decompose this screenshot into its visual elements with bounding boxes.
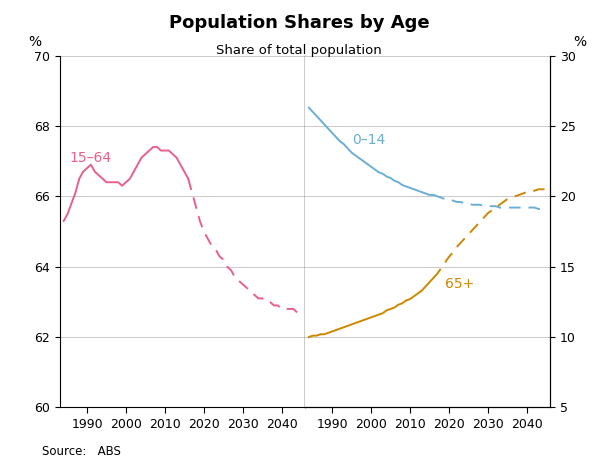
Text: Source:   ABS: Source: ABS <box>42 445 121 458</box>
Text: 15–64: 15–64 <box>69 150 112 165</box>
Text: Share of total population: Share of total population <box>216 44 382 57</box>
Text: %: % <box>29 35 42 49</box>
Text: 65+: 65+ <box>445 276 474 291</box>
Text: Population Shares by Age: Population Shares by Age <box>169 14 429 32</box>
Text: %: % <box>573 35 586 49</box>
Text: 0–14: 0–14 <box>352 133 385 147</box>
